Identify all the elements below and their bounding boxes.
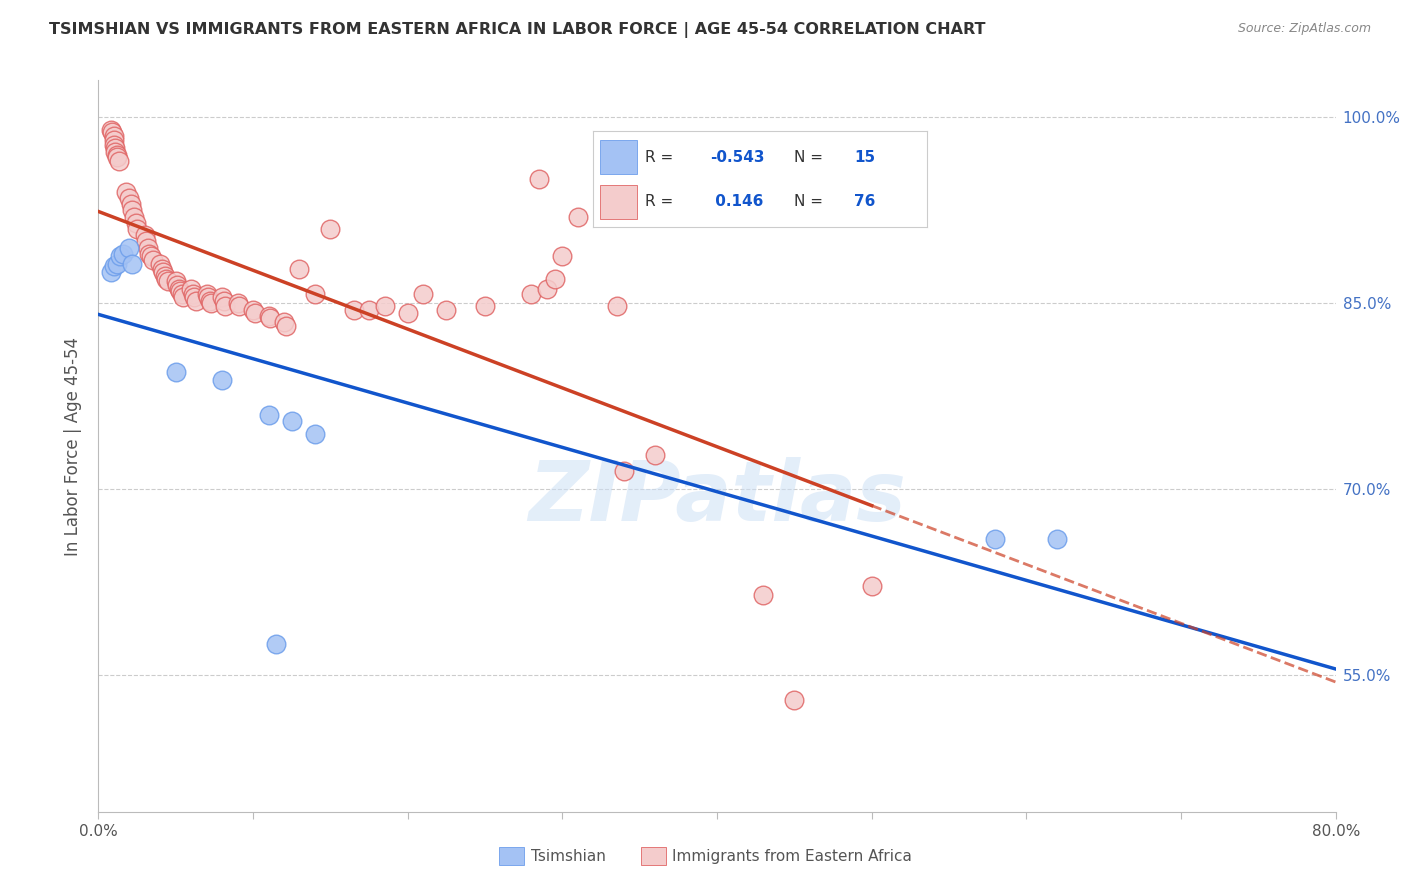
Point (155, 271, 177, 285)
Point (169, 284, 191, 298)
Point (103, 129, 125, 144)
Point (214, 299, 236, 313)
Text: ZIPatlas: ZIPatlas (529, 457, 905, 538)
Point (118, 241, 141, 255)
Point (567, 210, 589, 224)
Point (165, 365, 187, 379)
Point (150, 261, 173, 276)
Point (243, 306, 266, 320)
Point (165, 274, 187, 288)
Point (374, 299, 396, 313)
Point (242, 302, 264, 317)
Point (108, 249, 131, 263)
Point (124, 216, 146, 230)
Point (226, 296, 249, 310)
Point (783, 693, 806, 707)
Point (228, 299, 250, 313)
Point (149, 257, 172, 271)
Point (184, 293, 207, 308)
Point (103, 259, 125, 273)
Point (195, 286, 218, 301)
Text: TSIMSHIAN VS IMMIGRANTS FROM EASTERN AFRICA IN LABOR FORCE | AGE 45-54 CORRELATI: TSIMSHIAN VS IMMIGRANTS FROM EASTERN AFR… (49, 22, 986, 38)
Point (274, 318, 297, 333)
Point (173, 290, 195, 304)
Point (170, 286, 193, 301)
Point (288, 261, 311, 276)
Point (319, 222, 342, 236)
Point (197, 290, 219, 304)
Point (257, 309, 280, 323)
Point (396, 306, 419, 320)
Point (183, 290, 205, 304)
Point (112, 247, 135, 261)
Point (259, 311, 281, 326)
Text: Tsimshian: Tsimshian (531, 849, 606, 863)
Point (644, 448, 666, 462)
Y-axis label: In Labor Force | Age 45-54: In Labor Force | Age 45-54 (65, 336, 83, 556)
Point (436, 302, 458, 317)
Point (105, 150, 128, 164)
Point (304, 286, 326, 301)
Point (136, 241, 159, 255)
Point (257, 408, 280, 422)
Point (281, 414, 304, 428)
Point (107, 153, 129, 168)
Text: Source: ZipAtlas.com: Source: ZipAtlas.com (1237, 22, 1371, 36)
Point (100, 123, 122, 137)
Point (142, 253, 165, 268)
Point (181, 286, 204, 301)
Point (304, 426, 326, 441)
Point (101, 125, 124, 139)
Point (152, 265, 174, 279)
Point (984, 532, 1007, 546)
Point (543, 271, 565, 285)
Point (104, 141, 127, 155)
Point (153, 269, 176, 284)
Point (121, 257, 143, 271)
Point (606, 299, 628, 313)
Point (529, 172, 551, 186)
Point (412, 286, 434, 301)
Point (157, 274, 180, 288)
Point (100, 265, 122, 279)
Point (212, 293, 235, 308)
Point (613, 464, 636, 478)
Point (166, 277, 188, 292)
Point (520, 286, 543, 301)
Point (122, 210, 145, 224)
Point (211, 290, 233, 304)
Point (1046, 532, 1069, 546)
Point (105, 257, 128, 271)
Point (211, 373, 233, 387)
Point (180, 281, 202, 295)
Point (551, 249, 574, 263)
Point (118, 191, 141, 205)
Point (105, 147, 128, 161)
Point (198, 293, 221, 308)
Point (343, 302, 366, 317)
Point (138, 247, 160, 261)
Point (120, 197, 142, 211)
Point (752, 588, 775, 602)
Point (474, 299, 496, 313)
Point (200, 296, 222, 310)
Point (121, 203, 143, 218)
Point (104, 145, 127, 160)
Point (139, 249, 162, 263)
Point (860, 579, 883, 593)
Point (357, 302, 380, 317)
Point (103, 133, 125, 147)
Text: Immigrants from Eastern Africa: Immigrants from Eastern Africa (672, 849, 912, 863)
Point (266, 637, 288, 651)
Point (115, 185, 138, 199)
Point (167, 281, 190, 295)
Point (273, 315, 295, 329)
Point (135, 235, 157, 249)
Point (103, 137, 125, 152)
Point (536, 281, 558, 295)
Point (134, 228, 156, 243)
Point (127, 222, 149, 236)
